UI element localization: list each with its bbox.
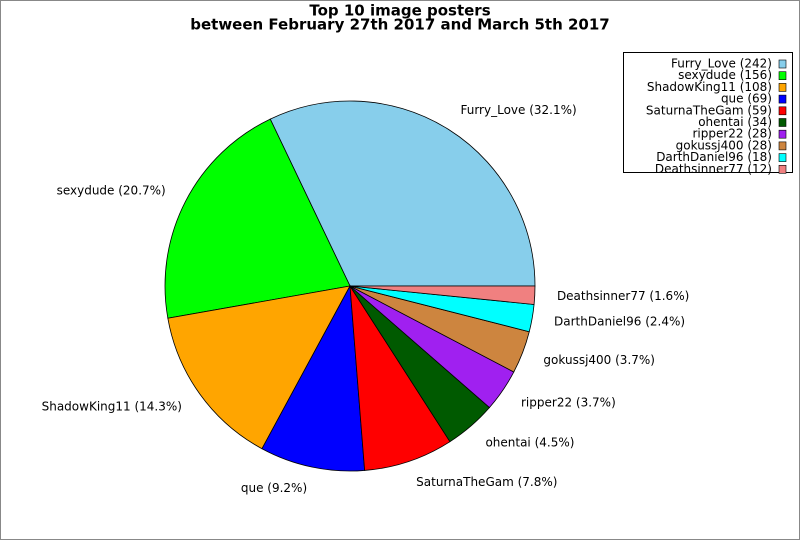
legend-label: sexydude (156): [678, 68, 772, 82]
slice-label: sexydude (20.7%): [57, 184, 166, 198]
legend-swatch: [778, 71, 787, 80]
legend-label: ohentai (34): [698, 115, 772, 129]
chart-subtitle: between February 27th 2017 and March 5th…: [190, 16, 610, 34]
legend-box: [623, 52, 793, 173]
slice-label: ohentai (4.5%): [485, 435, 574, 449]
legend-swatch: [778, 129, 787, 139]
legend-swatch: [778, 106, 787, 116]
legend-label: Furry_Love (242): [671, 57, 772, 71]
slice-label: Deathsinner77 (1.6%): [557, 289, 689, 303]
pie-slice: [261, 284, 366, 472]
legend-label: ripper22 (28): [692, 127, 772, 141]
pie-slice: [349, 285, 451, 471]
pie-slice: [167, 285, 351, 450]
legend-swatch: [778, 83, 787, 92]
legend-swatch: [778, 153, 787, 162]
legend-label: Deathsinner77 (12): [655, 162, 772, 176]
chart-title: Top 10 image posters: [309, 2, 490, 20]
legend-swatch: [778, 59, 787, 69]
legend-swatch: [778, 118, 787, 127]
legend-swatch: [778, 141, 787, 151]
legend-label: gokussj400 (28): [676, 138, 772, 152]
slice-label: gokussj400 (3.7%): [543, 353, 655, 367]
legend-label: SaturnaTheGam (59): [646, 103, 772, 117]
slice-label: Furry_Love (32.1%): [460, 103, 576, 117]
legend-label: DarthDaniel96 (18): [656, 150, 772, 164]
slice-label: ripper22 (3.7%): [521, 395, 616, 409]
pie-slice: [164, 118, 351, 319]
slice-label: DarthDaniel96 (2.4%): [554, 315, 685, 329]
pie-slice: [269, 100, 536, 287]
legend-label: que (69): [721, 92, 772, 106]
pie-slice: [349, 285, 536, 305]
slice-label: SaturnaTheGam (7.8%): [416, 475, 557, 489]
legend-swatch: [778, 165, 787, 174]
slice-label: ShadowKing11 (14.3%): [42, 400, 182, 414]
slice-label: que (9.2%): [241, 481, 307, 495]
legend-swatch: [778, 94, 787, 104]
legend-label: ShadowKing11 (108): [647, 80, 772, 94]
